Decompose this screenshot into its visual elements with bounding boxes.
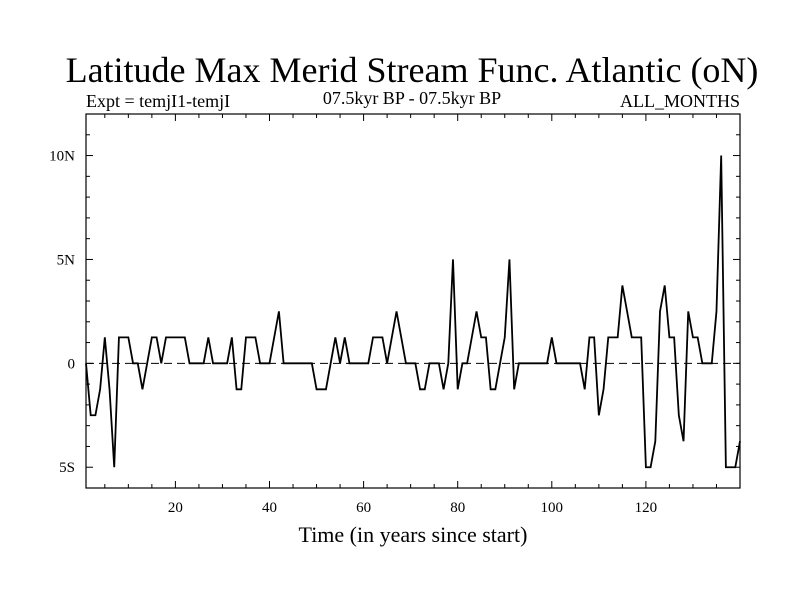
x-tick-label: 120 — [635, 500, 658, 516]
x-tick-label: 20 — [168, 500, 183, 516]
x-tick-label: 40 — [262, 500, 277, 516]
series-line — [85, 155, 741, 469]
time-range-label: 07.5kyr BP - 07.5kyr BP — [323, 88, 501, 108]
chart-title: Latitude Max Merid Stream Func. Atlantic… — [66, 50, 759, 90]
x-tick-label: 60 — [356, 500, 371, 516]
x-tick-label: 80 — [450, 500, 465, 516]
plot-frame — [85, 113, 741, 489]
y-tick-label: 0 — [68, 356, 76, 372]
months-label: ALL_MONTHS — [620, 91, 740, 111]
experiment-label: Expt = temjI1-temjI — [86, 91, 230, 111]
x-tick-label: 100 — [541, 500, 564, 516]
x-axis-label: Time (in years since start) — [299, 522, 528, 547]
y-tick-label: 5N — [57, 252, 76, 268]
y-tick-label: 5S — [59, 460, 75, 476]
y-tick-label: 10N — [49, 149, 75, 165]
